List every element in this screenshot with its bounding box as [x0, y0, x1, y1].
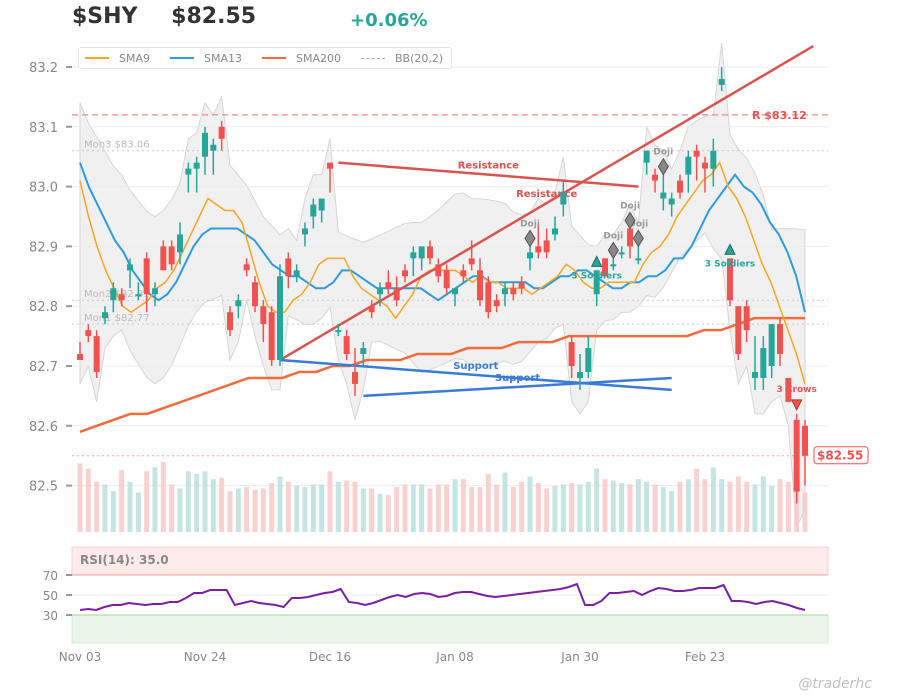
svg-text:83.1: 83.1 [29, 121, 58, 136]
line-swatch-icon [262, 57, 286, 59]
svg-text:82.6: 82.6 [29, 420, 58, 435]
legend-item-bb: BB(20,2) [361, 52, 443, 65]
svg-text:Doji: Doji [653, 148, 673, 158]
svg-text:Resistance: Resistance [458, 161, 519, 172]
svg-text:83.2: 83.2 [29, 61, 58, 76]
legend-item-sma13: SMA13 [170, 52, 242, 65]
svg-text:$82.55: $82.55 [817, 449, 863, 463]
svg-text:30: 30 [43, 609, 58, 623]
svg-text:RSI(14): 35.0: RSI(14): 35.0 [80, 553, 169, 567]
price-change: +0.06% [350, 10, 428, 31]
line-swatch-icon [85, 57, 109, 59]
watermark: @traderhc [798, 676, 872, 692]
svg-text:3 Soldiers: 3 Soldiers [571, 271, 622, 281]
svg-text:70: 70 [43, 569, 58, 583]
legend-item-sma9: SMA9 [85, 52, 150, 65]
svg-text:Resistance: Resistance [516, 189, 577, 200]
svg-text:82.8: 82.8 [29, 300, 58, 315]
svg-text:Doji: Doji [620, 201, 640, 211]
svg-text:83.0: 83.0 [29, 181, 58, 196]
svg-text:Support: Support [495, 373, 540, 384]
legend-item-sma200: SMA200 [262, 52, 341, 65]
svg-text:Doji: Doji [520, 219, 540, 229]
chart-legend: SMA9 SMA13 SMA200 BB(20,2) [78, 47, 452, 69]
svg-text:Nov 24: Nov 24 [184, 650, 227, 664]
ticker-price: $82.55 [171, 4, 257, 29]
svg-text:3 Crows: 3 Crows [777, 385, 817, 395]
svg-text:3 Soldiers: 3 Soldiers [705, 259, 756, 269]
svg-text:Jan 08: Jan 08 [435, 650, 474, 664]
svg-text:R $83.12: R $83.12 [752, 109, 807, 122]
svg-text:Support: Support [453, 361, 498, 372]
line-swatch-icon [170, 57, 194, 59]
svg-text:Mon3 $83.06: Mon3 $83.06 [84, 140, 150, 151]
ticker-header: $SHY $82.55 [72, 4, 256, 29]
svg-text:Jan 30: Jan 30 [560, 650, 599, 664]
svg-text:Doji: Doji [628, 219, 648, 229]
svg-text:Nov 03: Nov 03 [59, 650, 102, 664]
dashed-line-swatch-icon [361, 57, 385, 59]
ticker-symbol: $SHY [72, 4, 138, 29]
svg-text:Dec 16: Dec 16 [309, 650, 351, 664]
svg-text:50: 50 [43, 589, 58, 603]
svg-text:Feb 23: Feb 23 [685, 650, 725, 664]
svg-text:82.9: 82.9 [29, 240, 58, 255]
svg-text:Doji: Doji [603, 231, 623, 241]
svg-text:82.5: 82.5 [29, 480, 58, 495]
svg-text:Mon1 $82.77: Mon1 $82.77 [84, 313, 150, 324]
svg-text:82.7: 82.7 [29, 360, 58, 375]
